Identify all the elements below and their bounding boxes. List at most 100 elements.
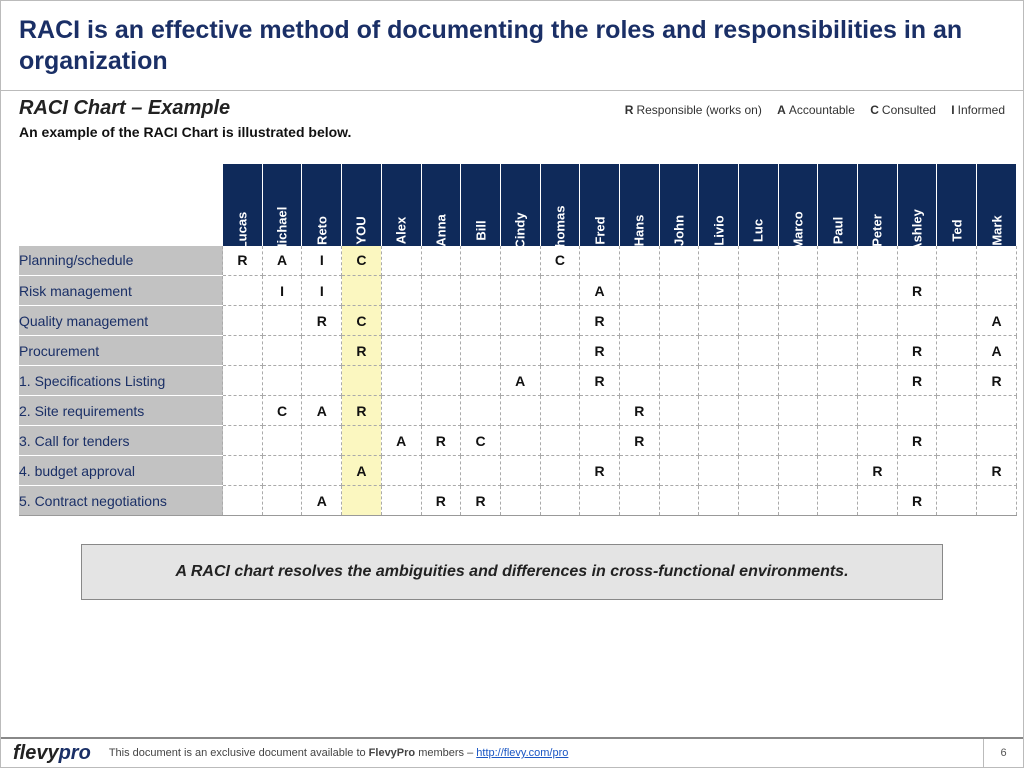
col-header-label: Luc: [751, 218, 766, 241]
col-header-person: Peter: [858, 164, 898, 246]
raci-cell: [381, 336, 421, 366]
raci-cell: [937, 456, 977, 486]
raci-cell: [302, 456, 342, 486]
legend-key-i: I: [951, 103, 954, 117]
footer-link[interactable]: http://flevy.com/pro: [476, 747, 568, 759]
raci-cell: [540, 396, 580, 426]
raci-cell: [739, 426, 779, 456]
raci-cell: R: [342, 336, 382, 366]
raci-cell: [500, 396, 540, 426]
callout-box: A RACI chart resolves the ambiguities an…: [81, 544, 943, 600]
raci-cell: [897, 456, 937, 486]
col-header-person: Anna: [421, 164, 461, 246]
raci-cell: [619, 276, 659, 306]
subtitle: RACI Chart – Example: [19, 97, 230, 120]
raci-cell: [540, 426, 580, 456]
raci-cell: [778, 336, 818, 366]
raci-cell: [540, 456, 580, 486]
raci-cell: [540, 486, 580, 516]
raci-cell: [461, 396, 501, 426]
raci-cell: [778, 246, 818, 276]
row-label: 3. Call for tenders: [19, 426, 223, 456]
col-header-label: Marco: [791, 211, 806, 249]
raci-cell: [461, 336, 501, 366]
col-header-person: Marco: [778, 164, 818, 246]
table-row: ProcurementRRRA: [19, 336, 1017, 366]
raci-cell: I: [302, 276, 342, 306]
raci-cell: [262, 306, 302, 336]
raci-cell: [223, 486, 263, 516]
raci-cell: [223, 456, 263, 486]
raci-cell: [500, 246, 540, 276]
raci-cell: A: [381, 426, 421, 456]
raci-cell: [302, 336, 342, 366]
raci-cell: A: [302, 396, 342, 426]
raci-cell: [858, 246, 898, 276]
raci-cell: R: [619, 396, 659, 426]
raci-cell: [977, 276, 1017, 306]
raci-table: LucasMichaelRetoYOUAlexAnnaBillCindyThom…: [19, 164, 1017, 517]
raci-cell: [818, 246, 858, 276]
raci-cell: [818, 336, 858, 366]
col-header-person: Bill: [461, 164, 501, 246]
legend-key-c: C: [870, 103, 879, 117]
raci-cell: R: [977, 366, 1017, 396]
raci-cell: [223, 426, 263, 456]
raci-cell: [421, 366, 461, 396]
raci-cell: [977, 486, 1017, 516]
raci-cell: [381, 486, 421, 516]
raci-cell: [223, 276, 263, 306]
raci-cell: A: [302, 486, 342, 516]
raci-cell: R: [897, 366, 937, 396]
raci-cell: [262, 426, 302, 456]
raci-cell: [500, 426, 540, 456]
raci-cell: [619, 306, 659, 336]
legend-label-r: Responsible (works on): [636, 103, 761, 117]
raci-cell: [461, 366, 501, 396]
col-header-label: Hans: [632, 214, 647, 246]
table-row: Risk managementIIAR: [19, 276, 1017, 306]
raci-cell: R: [580, 456, 620, 486]
raci-cell: [223, 306, 263, 336]
raci-cell: [937, 246, 977, 276]
raci-cell: [778, 306, 818, 336]
raci-cell: [818, 426, 858, 456]
raci-cell: [342, 366, 382, 396]
raci-cell: [937, 366, 977, 396]
raci-cell: [818, 276, 858, 306]
table-row: 3. Call for tendersARCRR: [19, 426, 1017, 456]
raci-cell: [739, 246, 779, 276]
raci-cell: [421, 336, 461, 366]
raci-cell: [937, 486, 977, 516]
col-header-label: Anna: [433, 214, 448, 247]
raci-cell: [659, 336, 699, 366]
raci-cell: [659, 486, 699, 516]
raci-cell: [858, 276, 898, 306]
table-row: 1. Specifications ListingARRR: [19, 366, 1017, 396]
table-corner: [19, 164, 223, 246]
raci-cell: [500, 306, 540, 336]
col-header-person: Thomas: [540, 164, 580, 246]
raci-cell: A: [977, 306, 1017, 336]
col-header-label: Lucas: [235, 211, 250, 249]
col-header-label: John: [671, 214, 686, 245]
col-header-person: Hans: [619, 164, 659, 246]
footer-note-bold: FlevyPro: [369, 747, 415, 759]
raci-cell: [937, 396, 977, 426]
raci-cell: [659, 456, 699, 486]
col-header-label: Alex: [394, 216, 409, 243]
raci-cell: [937, 276, 977, 306]
raci-cell: [937, 306, 977, 336]
raci-cell: [619, 246, 659, 276]
raci-cell: I: [262, 276, 302, 306]
row-label: Planning/schedule: [19, 246, 223, 276]
row-label: Quality management: [19, 306, 223, 336]
row-label: 5. Contract negotiations: [19, 486, 223, 516]
raci-cell: [659, 396, 699, 426]
raci-cell: [977, 426, 1017, 456]
raci-cell: R: [421, 486, 461, 516]
raci-cell: [500, 336, 540, 366]
logo-text-1: flevy: [13, 742, 59, 764]
raci-cell: [858, 426, 898, 456]
raci-cell: [659, 426, 699, 456]
